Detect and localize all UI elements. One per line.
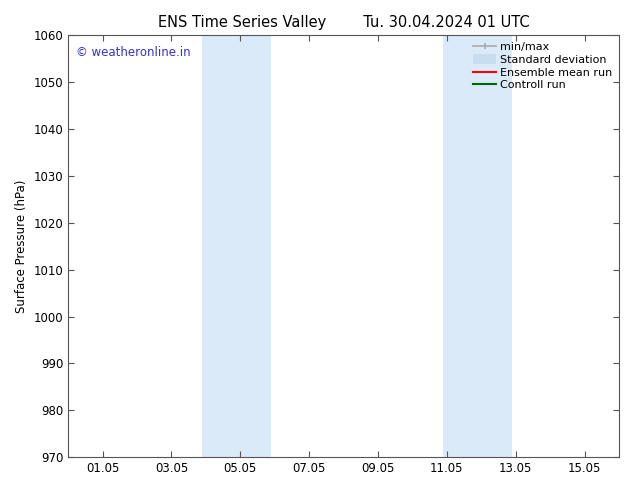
Legend: min/max, Standard deviation, Ensemble mean run, Controll run: min/max, Standard deviation, Ensemble me… [470, 39, 616, 94]
Bar [443, 35, 512, 457]
Bar [202, 35, 271, 457]
Text: © weatheronline.in: © weatheronline.in [77, 46, 191, 59]
Title: ENS Time Series Valley        Tu. 30.04.2024 01 UTC: ENS Time Series Valley Tu. 30.04.2024 01… [158, 15, 529, 30]
Y-axis label: Surface Pressure (hPa): Surface Pressure (hPa) [15, 179, 28, 313]
